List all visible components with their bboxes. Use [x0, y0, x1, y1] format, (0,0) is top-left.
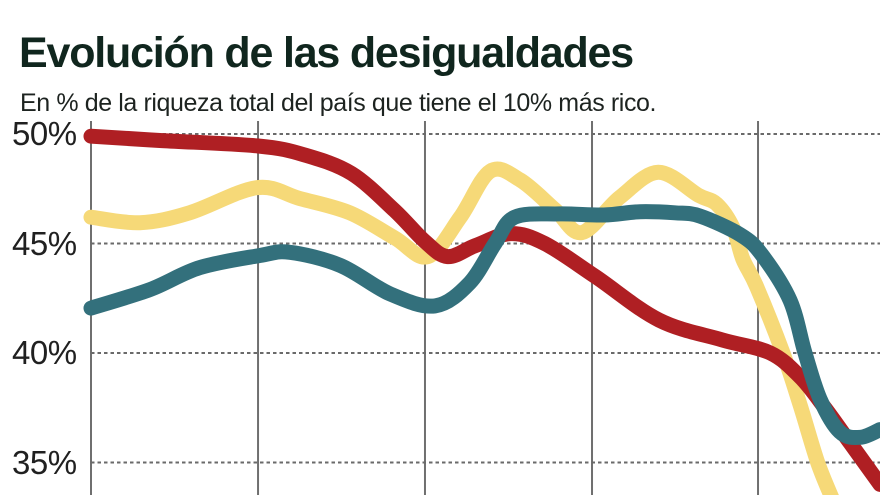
serie-azul-line	[83, 204, 880, 446]
serie-roja-line	[83, 128, 880, 492]
chart-subtitle: En % de la riqueza total del país que ti…	[20, 89, 657, 117]
serie-amarilla-line	[83, 161, 839, 495]
y-axis-tick-label-45: 45%	[12, 225, 77, 262]
y-axis-tick-label-35: 35%	[12, 444, 77, 481]
y-axis-tick-label-40: 40%	[12, 334, 77, 371]
chart-title: Evolución de las desigualdades	[19, 28, 634, 77]
y-axis-tick-label-50: 50%	[12, 115, 77, 152]
